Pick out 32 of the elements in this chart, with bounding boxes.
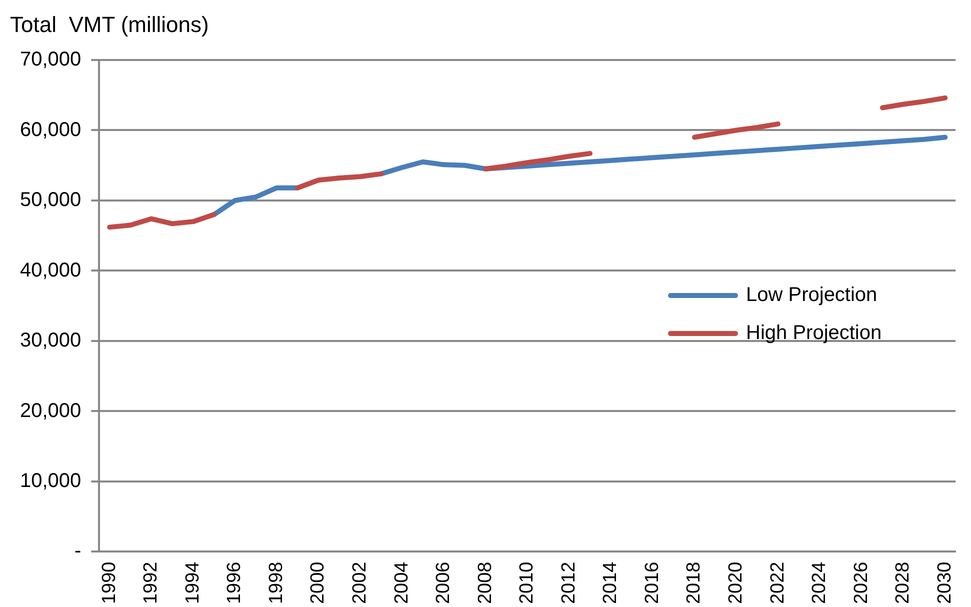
x-tick-label: 2000 — [308, 562, 329, 604]
x-tick-label: 2012 — [558, 562, 580, 604]
x-tick-label: 2002 — [350, 562, 371, 604]
x-tick-label: 2028 — [892, 562, 914, 604]
x-tick-label: 2010 — [516, 562, 538, 604]
x-tick-label: 1992 — [140, 562, 162, 604]
y-tick-label: 30,000 — [20, 330, 82, 352]
x-tick-label: 2006 — [433, 562, 454, 604]
x-tick-label: 2030 — [934, 562, 956, 604]
x-tick-label: 2016 — [642, 562, 663, 604]
x-tick-label: 2018 — [684, 562, 705, 604]
y-tick-label: 50,000 — [20, 189, 82, 212]
legend-label: High Projection — [746, 322, 882, 344]
x-tick-label: 2026 — [850, 562, 872, 604]
y-tick-label: 20,000 — [20, 400, 82, 422]
x-tick-label: 1990 — [98, 562, 120, 604]
x-tick-label: 2014 — [600, 561, 622, 604]
y-tick-label: 60,000 — [20, 118, 82, 141]
x-tick-label: 2022 — [767, 562, 788, 604]
legend-label: Low Projection — [746, 284, 878, 306]
y-tick-label: - — [74, 540, 82, 562]
x-tick-label: 1998 — [266, 562, 287, 604]
x-tick-label: 1996 — [224, 562, 246, 604]
x-tick-label: 2004 — [391, 561, 412, 604]
x-tick-label: 1994 — [182, 561, 204, 604]
y-tick-label: 10,000 — [20, 470, 82, 492]
y-tick-label: 40,000 — [20, 259, 82, 282]
x-tick-label: 2020 — [725, 562, 746, 604]
x-tick-label: 2008 — [474, 562, 496, 604]
y-axis-title: Total VMT (millions) — [10, 12, 209, 38]
y-tick-label: 70,000 — [20, 48, 82, 71]
x-tick-label: 2024 — [809, 561, 830, 604]
